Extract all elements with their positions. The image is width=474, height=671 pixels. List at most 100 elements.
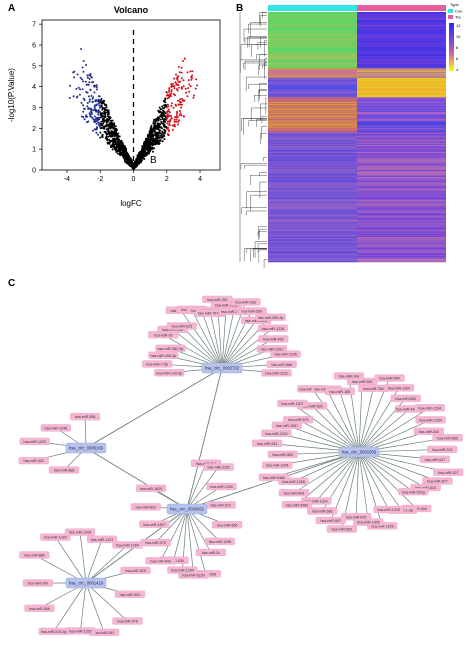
- mirna-node-label: hsa-miR-1250: [210, 485, 233, 489]
- volcano-point: [100, 104, 103, 107]
- volcano-point: [125, 156, 128, 159]
- volcano-point: [160, 122, 163, 125]
- volcano-point: [130, 163, 133, 165]
- volcano-point: [139, 151, 141, 154]
- volcano-point: [155, 124, 158, 127]
- volcano-point: [145, 145, 148, 148]
- volcano-point: [147, 144, 150, 147]
- heatmap-cell: [357, 202, 446, 205]
- mirna-node-label: hsa-miR-433: [235, 301, 256, 305]
- volcano-point: [137, 162, 140, 165]
- heatmap-cell: [357, 187, 446, 189]
- volcano-point: [165, 118, 168, 121]
- volcano-point: [149, 140, 152, 143]
- heatmap-cell: [268, 46, 357, 48]
- volcano-point: [151, 138, 153, 141]
- volcano-point: [116, 136, 119, 139]
- mirna-node: [195, 309, 226, 317]
- network-edge: [358, 451, 449, 473]
- heatmap-cell: [268, 122, 357, 124]
- volcano-point: [135, 158, 138, 161]
- volcano-point: [88, 112, 91, 115]
- volcano-point: [138, 159, 141, 162]
- volcano-point: [129, 157, 132, 160]
- volcano-point: [133, 164, 136, 167]
- heatmap-cell: [357, 43, 446, 46]
- volcano-point: [138, 158, 141, 161]
- volcano-point: [94, 100, 97, 103]
- volcano-point: [119, 145, 122, 148]
- legend-label-con: Con: [455, 9, 462, 14]
- mirna-node-label: hsa-miR-604: [196, 462, 217, 466]
- network-edge: [293, 451, 360, 482]
- volcano-point: [106, 118, 109, 121]
- volcano-point: [131, 161, 134, 164]
- volcano-point: [121, 151, 124, 154]
- volcano-y-tick-label: 1: [32, 147, 36, 154]
- volcano-point: [152, 139, 155, 142]
- volcano-point: [119, 146, 122, 149]
- volcano-point: [118, 135, 121, 138]
- volcano-point: [158, 111, 161, 114]
- volcano-point: [101, 115, 104, 118]
- network-edge: [170, 347, 223, 369]
- volcano-point: [132, 164, 135, 167]
- heatmap-cell: [357, 96, 446, 98]
- volcano-point: [134, 164, 137, 167]
- volcano-point: [155, 133, 158, 136]
- volcano-point: [159, 118, 162, 121]
- heatmap-cell: [357, 198, 446, 200]
- volcano-point: [124, 156, 127, 159]
- volcano-point: [180, 71, 183, 74]
- volcano-point: [147, 144, 150, 147]
- volcano-point: [123, 149, 126, 152]
- heatmap-cell: [268, 187, 357, 189]
- volcano-point: [145, 141, 148, 144]
- volcano-point: [130, 162, 133, 165]
- volcano-point: [93, 128, 96, 131]
- volcano-point: [90, 111, 93, 114]
- network-edge: [358, 381, 363, 453]
- volcano-point: [73, 76, 76, 79]
- volcano-point: [164, 105, 167, 108]
- volcano-point: [139, 152, 142, 155]
- heatmap-cell: [268, 251, 357, 254]
- volcano-point: [136, 160, 139, 163]
- network-edge: [358, 388, 374, 453]
- network-edge: [339, 391, 360, 453]
- volcano-point: [134, 163, 137, 166]
- mirna-node: [251, 439, 283, 447]
- volcano-point: [131, 166, 134, 168]
- mirna-node: [261, 369, 292, 377]
- volcano-point: [190, 78, 193, 81]
- volcano-point: [131, 163, 133, 166]
- volcano-point: [134, 164, 137, 167]
- volcano-point: [166, 120, 169, 123]
- volcano-point: [151, 133, 154, 136]
- volcano-point: [98, 110, 101, 113]
- volcano-point: [164, 104, 167, 107]
- volcano-point: [147, 134, 150, 137]
- volcano-point: [112, 145, 115, 148]
- volcano-point: [146, 140, 149, 142]
- volcano-point: [135, 162, 138, 165]
- volcano-point: [99, 101, 102, 104]
- volcano-point: [131, 165, 133, 168]
- volcano-point: [112, 123, 115, 126]
- volcano-point: [98, 104, 101, 107]
- heatmap-cell: [357, 72, 446, 74]
- volcano-point: [125, 152, 128, 155]
- volcano-point: [107, 111, 110, 114]
- volcano-point: [128, 162, 131, 165]
- volcano-point: [144, 145, 146, 148]
- volcano-point: [121, 151, 124, 154]
- volcano-point: [128, 157, 131, 160]
- heatmap-cell: [268, 197, 357, 199]
- volcano-point: [144, 155, 146, 157]
- volcano-point: [149, 141, 151, 144]
- volcano-point: [151, 138, 154, 141]
- volcano-point: [150, 146, 153, 149]
- heatmap-cell: [357, 141, 446, 143]
- volcano-point: [134, 160, 137, 163]
- volcano-point: [89, 115, 92, 118]
